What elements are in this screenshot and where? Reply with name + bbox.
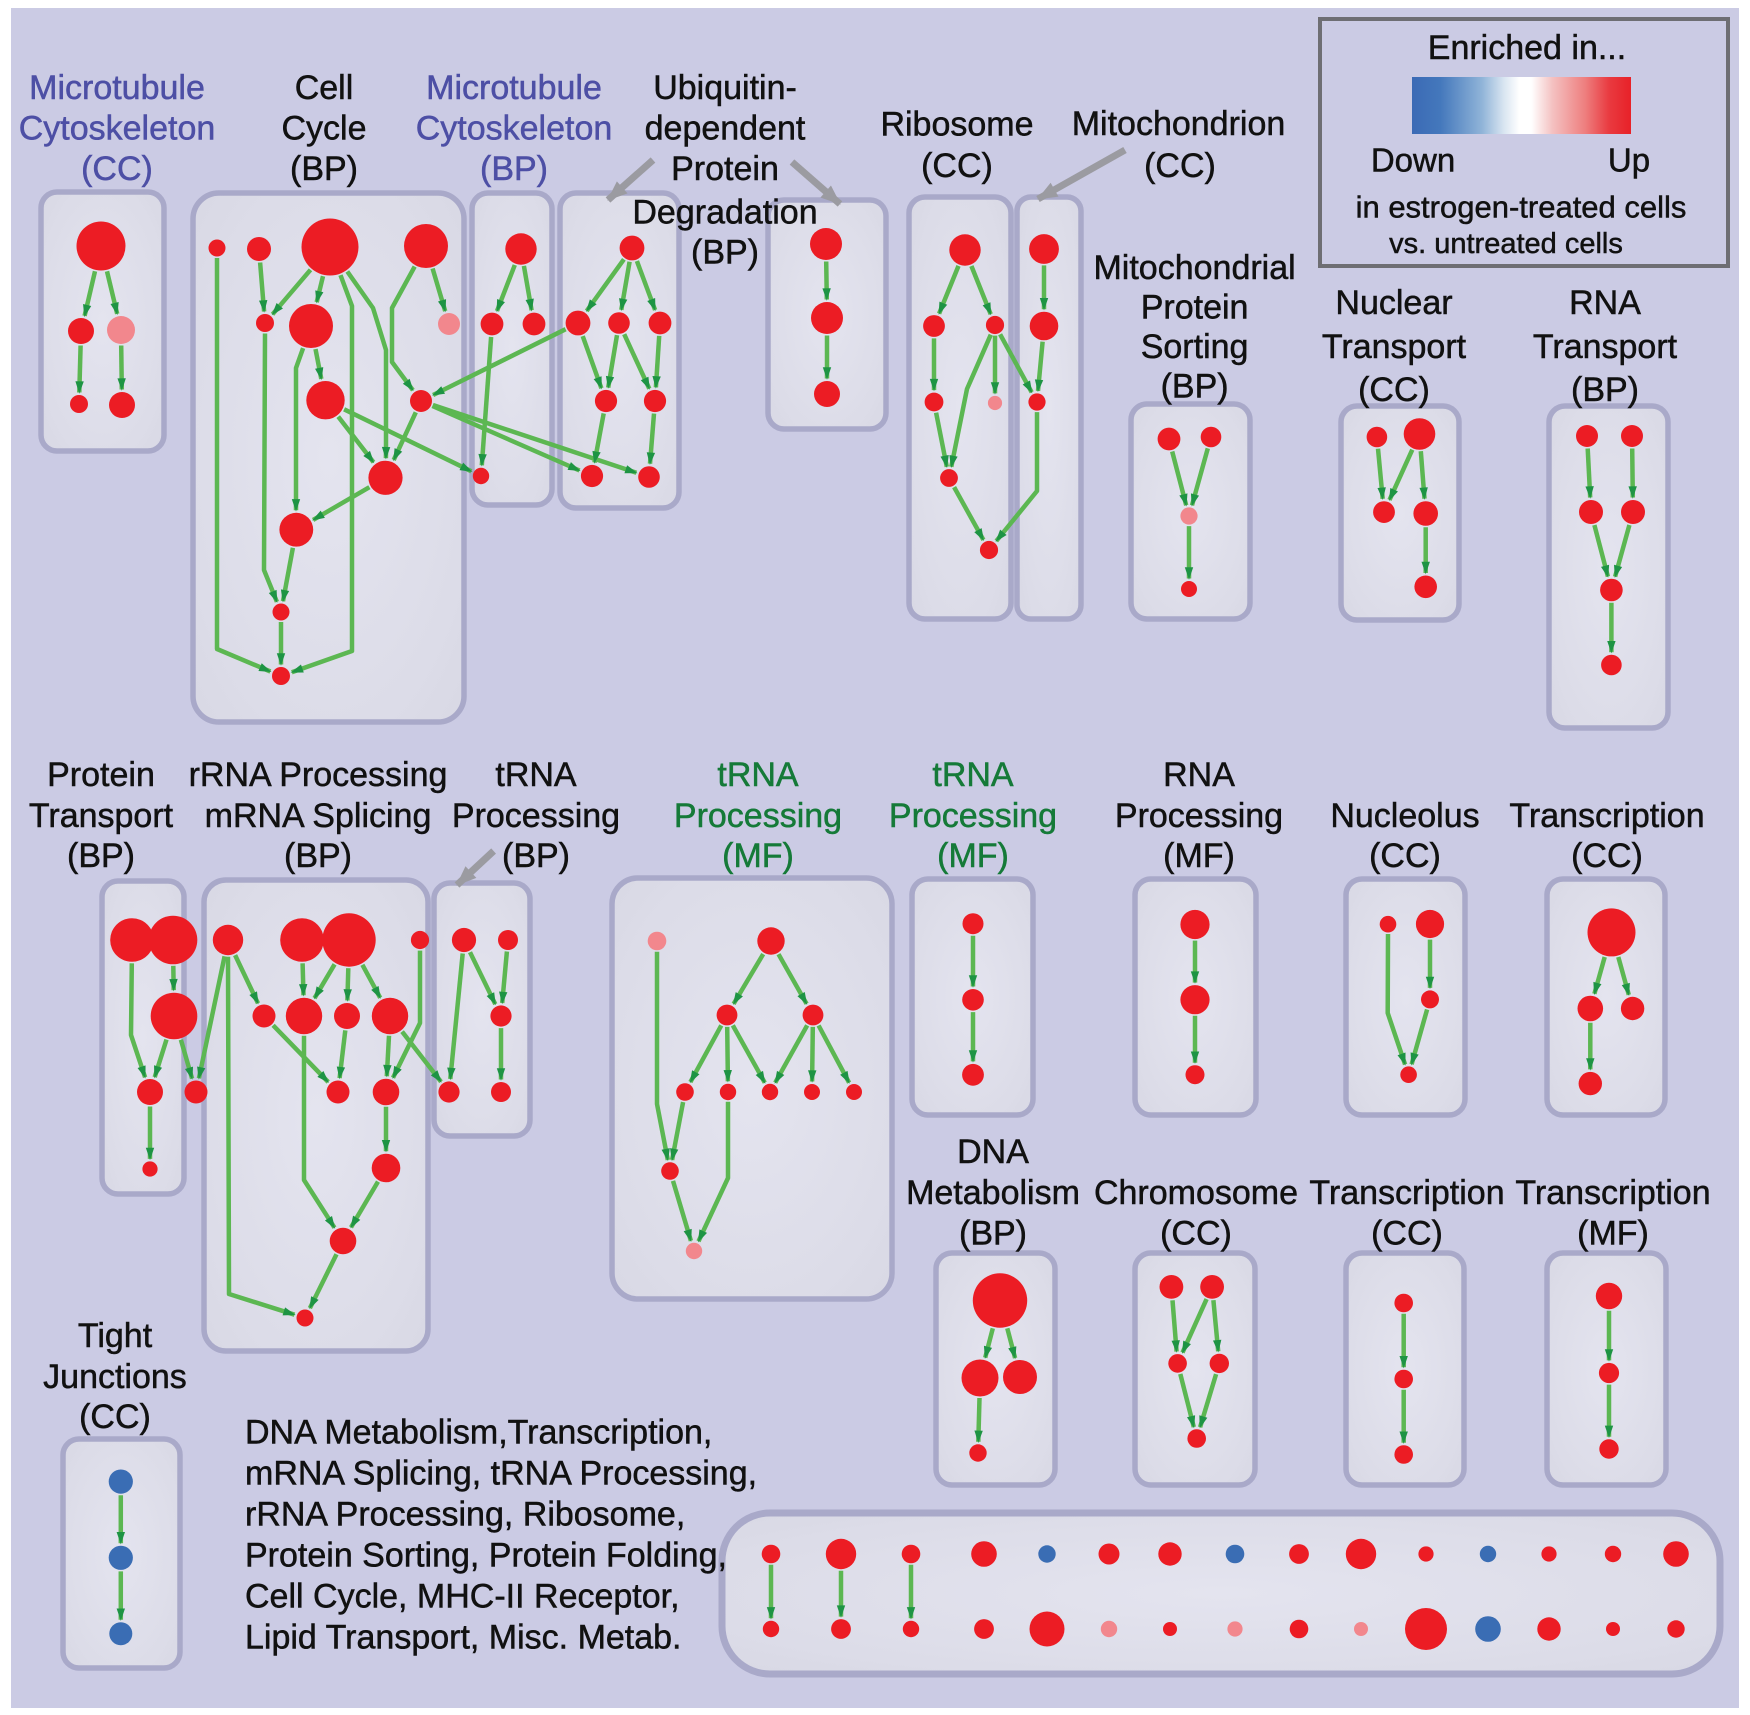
- svg-text:(CC): (CC): [1144, 147, 1216, 185]
- svg-text:(BP): (BP): [67, 837, 135, 875]
- svg-text:Nucleolus: Nucleolus: [1330, 797, 1479, 835]
- svg-text:(MF): (MF): [1577, 1215, 1649, 1253]
- svg-text:Processing: Processing: [452, 797, 620, 835]
- svg-text:mRNA Splicing, tRNA Processing: mRNA Splicing, tRNA Processing,: [245, 1455, 757, 1493]
- svg-text:tRNA: tRNA: [932, 756, 1014, 794]
- svg-text:Protein: Protein: [1141, 289, 1249, 327]
- svg-text:mRNA Splicing: mRNA Splicing: [205, 797, 432, 835]
- svg-text:Mitochondrion: Mitochondrion: [1072, 105, 1286, 143]
- svg-text:Processing: Processing: [1115, 797, 1283, 835]
- svg-text:(CC): (CC): [1358, 371, 1430, 409]
- svg-text:rRNA Processing: rRNA Processing: [189, 756, 448, 794]
- svg-text:Protein Sorting, Protein Foldi: Protein Sorting, Protein Folding,: [245, 1537, 727, 1575]
- svg-text:(MF): (MF): [1163, 837, 1235, 875]
- svg-text:Transcription: Transcription: [1309, 1174, 1504, 1212]
- svg-text:rRNA Processing, Ribosome,: rRNA Processing, Ribosome,: [245, 1496, 685, 1534]
- svg-text:Processing: Processing: [889, 797, 1057, 835]
- svg-text:Transport: Transport: [1533, 328, 1678, 366]
- svg-text:Junctions: Junctions: [43, 1358, 187, 1396]
- svg-text:(MF): (MF): [722, 837, 794, 875]
- svg-text:(BP): (BP): [959, 1215, 1027, 1253]
- svg-text:(BP): (BP): [502, 837, 570, 875]
- svg-text:Protein: Protein: [671, 150, 779, 188]
- svg-text:Chromosome: Chromosome: [1094, 1174, 1298, 1212]
- svg-text:Cycle: Cycle: [281, 109, 366, 147]
- svg-text:Metabolism: Metabolism: [906, 1174, 1080, 1212]
- svg-text:(MF): (MF): [937, 837, 1009, 875]
- svg-text:(BP): (BP): [1161, 368, 1229, 406]
- svg-text:Cytoskeleton: Cytoskeleton: [416, 109, 613, 147]
- svg-text:(BP): (BP): [1571, 371, 1639, 409]
- svg-text:(CC): (CC): [1160, 1215, 1232, 1253]
- svg-text:tRNA: tRNA: [717, 756, 799, 794]
- svg-text:Nuclear: Nuclear: [1335, 284, 1452, 322]
- svg-text:Mitochondrial: Mitochondrial: [1093, 249, 1295, 287]
- svg-text:RNA: RNA: [1569, 284, 1641, 322]
- svg-text:vs. untreated cells: vs. untreated cells: [1389, 228, 1623, 260]
- svg-text:tRNA: tRNA: [495, 756, 577, 794]
- svg-text:Protein: Protein: [47, 756, 155, 794]
- svg-text:DNA Metabolism,Transcription,: DNA Metabolism,Transcription,: [245, 1414, 712, 1452]
- svg-text:Microtubule: Microtubule: [426, 69, 602, 107]
- svg-text:DNA: DNA: [957, 1133, 1029, 1171]
- svg-text:Enriched in...: Enriched in...: [1428, 29, 1626, 67]
- svg-text:Tight: Tight: [78, 1317, 153, 1355]
- svg-text:(BP): (BP): [290, 150, 358, 188]
- svg-text:(BP): (BP): [691, 234, 759, 272]
- svg-text:Lipid Transport, Misc. Metab.: Lipid Transport, Misc. Metab.: [245, 1619, 682, 1657]
- svg-text:(CC): (CC): [921, 147, 993, 185]
- svg-text:Processing: Processing: [674, 797, 842, 835]
- svg-text:(CC): (CC): [1571, 837, 1643, 875]
- svg-text:(BP): (BP): [480, 150, 548, 188]
- svg-text:Degradation: Degradation: [632, 194, 817, 232]
- svg-text:(CC): (CC): [1371, 1215, 1443, 1253]
- svg-text:Cytoskeleton: Cytoskeleton: [19, 109, 216, 147]
- svg-text:Ubiquitin-: Ubiquitin-: [653, 69, 797, 107]
- svg-text:Ribosome: Ribosome: [880, 106, 1033, 144]
- svg-text:dependent: dependent: [645, 109, 806, 147]
- svg-text:Microtubule: Microtubule: [29, 69, 205, 107]
- svg-text:(CC): (CC): [1369, 837, 1441, 875]
- svg-text:RNA: RNA: [1163, 756, 1235, 794]
- svg-text:Transport: Transport: [1322, 328, 1467, 366]
- svg-text:(BP): (BP): [284, 837, 352, 875]
- svg-text:Transport: Transport: [29, 797, 174, 835]
- svg-text:Sorting: Sorting: [1141, 328, 1249, 366]
- svg-text:Cell: Cell: [295, 69, 354, 107]
- svg-text:Transcription: Transcription: [1509, 797, 1704, 835]
- svg-text:(CC): (CC): [81, 150, 153, 188]
- svg-text:Up: Up: [1608, 141, 1650, 178]
- svg-text:Cell Cycle, MHC-II Receptor,: Cell Cycle, MHC-II Receptor,: [245, 1578, 680, 1616]
- svg-text:Transcription: Transcription: [1515, 1174, 1710, 1212]
- svg-text:in estrogen-treated cells: in estrogen-treated cells: [1356, 190, 1687, 225]
- svg-text:Down: Down: [1371, 141, 1455, 178]
- svg-text:(CC): (CC): [79, 1398, 151, 1436]
